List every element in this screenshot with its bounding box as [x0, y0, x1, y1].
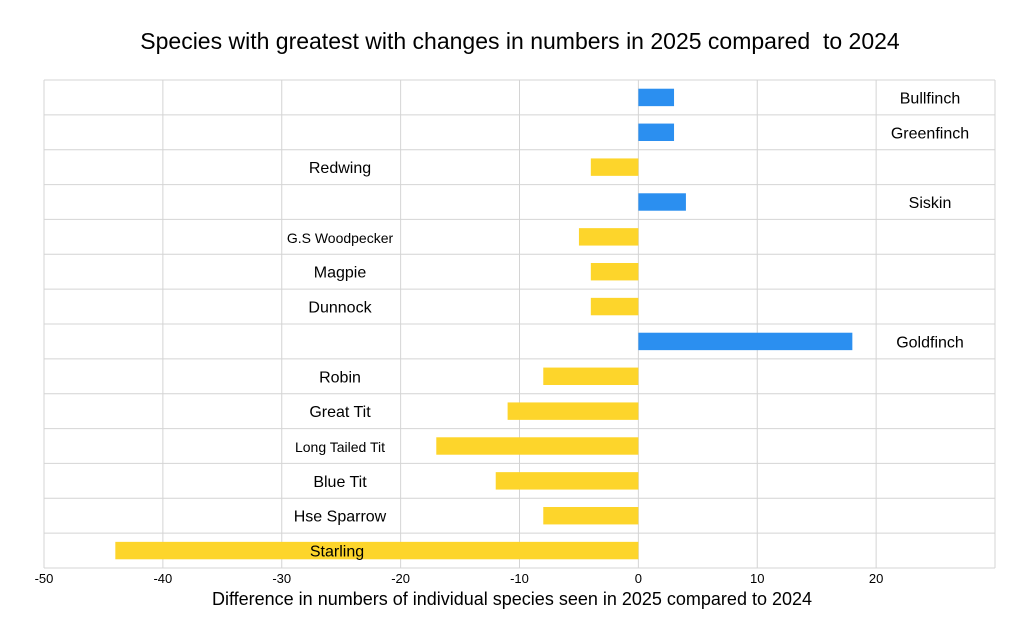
- category-label: Magpie: [314, 265, 367, 282]
- category-label: Redwing: [309, 160, 371, 177]
- x-tick-label: -40: [153, 571, 172, 586]
- category-label: Greenfinch: [891, 125, 969, 142]
- x-tick-label: 20: [869, 571, 883, 586]
- x-tick-label: -50: [35, 571, 54, 586]
- x-tick-label: 10: [750, 571, 764, 586]
- bar-great-tit: [507, 402, 639, 420]
- bar-dunnock: [590, 297, 639, 316]
- category-label: Robin: [319, 369, 361, 386]
- x-axis-label: Difference in numbers of individual spec…: [211, 589, 813, 609]
- category-label: Blue Tit: [313, 474, 367, 491]
- bar-starling: [115, 541, 639, 560]
- x-tick-label: -30: [272, 571, 291, 586]
- bar-blue-tit: [495, 472, 639, 490]
- bar-hse-sparrow: [543, 507, 639, 525]
- bar-long-tailed-tit: [436, 437, 639, 455]
- bar-redwing: [590, 158, 639, 176]
- category-label: G.S Woodpecker: [287, 230, 394, 246]
- bar-magpie: [590, 263, 639, 281]
- category-label: Great Tit: [309, 404, 371, 421]
- chart-title: Species with greatest with changes in nu…: [140, 28, 900, 54]
- category-label: Bullfinch: [900, 90, 960, 107]
- bar-bullfinch: [638, 88, 675, 107]
- bar-g-s-woodpecker: [578, 228, 639, 246]
- category-label: Dunnock: [308, 300, 372, 317]
- category-label: Hse Sparrow: [294, 509, 387, 526]
- x-tick-label: 0: [635, 571, 642, 586]
- bar-robin: [543, 367, 639, 385]
- bar-siskin: [638, 193, 686, 211]
- x-tick-label: -10: [510, 571, 529, 586]
- category-label: Siskin: [909, 195, 952, 212]
- category-label: Starling: [310, 544, 364, 561]
- x-tick-label: -20: [391, 571, 410, 586]
- bar-goldfinch: [638, 332, 853, 351]
- category-label: Goldfinch: [896, 334, 964, 351]
- bar-greenfinch: [638, 123, 675, 141]
- category-label: Long Tailed Tit: [295, 439, 385, 455]
